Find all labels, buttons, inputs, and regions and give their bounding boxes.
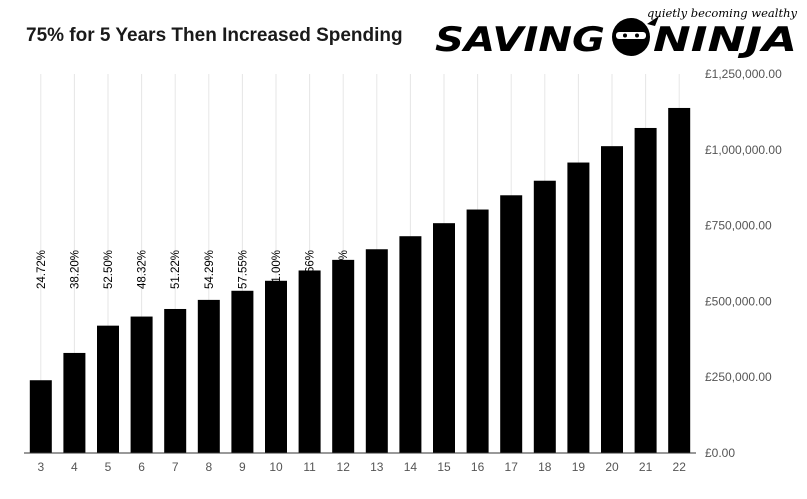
x-tick-label: 4	[71, 460, 78, 474]
bar-22	[668, 107, 691, 453]
data-label: 51.22%	[170, 250, 182, 289]
data-label: 68.54%	[338, 250, 350, 289]
bar-9	[231, 290, 254, 453]
x-tick-label: 16	[471, 460, 485, 474]
y-tick-label: £500,000.00	[705, 294, 772, 308]
y-tick-label: £250,000.00	[705, 370, 772, 384]
bar-7	[164, 308, 187, 453]
bar-10	[265, 280, 287, 453]
y-tick-label: £1,250,000.00	[705, 67, 782, 81]
x-tick-label: 19	[572, 460, 586, 474]
x-tick-label: 12	[337, 460, 351, 474]
data-label: 103.06%	[573, 250, 585, 295]
data-label: 86.53%	[473, 250, 485, 289]
bar-3	[29, 380, 52, 453]
data-label: 97.23%	[540, 250, 552, 289]
data-label: 77.01%	[405, 250, 417, 289]
bar-12	[332, 259, 355, 453]
data-label: 64.66%	[305, 250, 317, 289]
y-tick-label: £0.00	[705, 446, 735, 460]
bar-5	[97, 325, 119, 453]
bar-20	[601, 146, 623, 453]
bar-8	[197, 299, 220, 453]
data-label: 52.50%	[103, 250, 115, 289]
x-tick-label: 18	[538, 460, 552, 474]
data-label: 54.29%	[204, 250, 216, 289]
data-label: 81.63%	[439, 250, 451, 289]
brand-tagline: quietly becoming wealthy	[647, 6, 797, 20]
x-axis-ticks: 3 4 5 6 7 8 9 10 11 12 13 14 15 16 17 18 19 20 21 22	[37, 460, 686, 474]
bar-18	[533, 180, 556, 454]
data-label: 91.72%	[506, 250, 518, 289]
x-tick-label: 9	[239, 460, 246, 474]
x-tick-label: 21	[639, 460, 653, 474]
x-tick-label: 11	[303, 460, 316, 474]
bar-17	[500, 195, 523, 453]
data-label: 61.00%	[271, 250, 283, 289]
brand-name-right: NINJA	[653, 20, 797, 58]
x-tick-label: 14	[404, 460, 418, 474]
bar-21	[634, 127, 657, 453]
x-tick-label: 15	[437, 460, 451, 474]
data-label: 38.20%	[69, 250, 81, 289]
x-tick-label: 8	[205, 460, 212, 474]
y-tick-label: £750,000.00	[705, 219, 772, 233]
y-axis-ticks: £0.00 £250,000.00 £500,000.00 £750,000.00 £1…	[705, 67, 782, 460]
data-label: 72.65%	[372, 250, 384, 289]
bar-16	[466, 209, 489, 453]
data-label: 115.80%	[641, 250, 653, 295]
x-tick-label: 22	[673, 460, 687, 474]
data-label: 48.32%	[137, 250, 149, 289]
bar-15	[433, 223, 455, 453]
data-label: 109.24%	[607, 250, 619, 295]
x-tick-label: 10	[269, 460, 283, 474]
data-label: 57.55%	[237, 250, 249, 289]
data-labels: 24.72% 38.20% 52.50% 48.32% 51.22% 54.29% 57.5…	[36, 250, 686, 295]
x-tick-label: 5	[105, 460, 112, 474]
x-tick-label: 20	[605, 460, 619, 474]
data-label: 122.74%	[674, 250, 686, 295]
x-tick-label: 6	[138, 460, 145, 474]
bars	[29, 107, 691, 454]
x-tick-label: 13	[370, 460, 384, 474]
x-tick-label: 3	[37, 460, 44, 474]
x-tick-label: 17	[505, 460, 519, 474]
bar-19	[567, 162, 590, 453]
data-label: 24.72%	[36, 250, 48, 289]
brand-name-left: SAVING	[435, 20, 605, 58]
bar-11	[298, 270, 321, 453]
chart-title: 75% for 5 Years Then Increased Spending	[26, 25, 403, 46]
bar-13	[365, 249, 388, 453]
x-tick-label: 7	[172, 460, 179, 474]
bar-6	[130, 316, 153, 453]
savingninja-logo: quietly becoming wealthy SAVING NINJA	[435, 6, 797, 58]
y-tick-label: £1,000,000.00	[705, 143, 782, 157]
bar-4	[63, 352, 86, 453]
bar-14	[399, 236, 422, 453]
ninja-head-icon	[612, 16, 659, 56]
